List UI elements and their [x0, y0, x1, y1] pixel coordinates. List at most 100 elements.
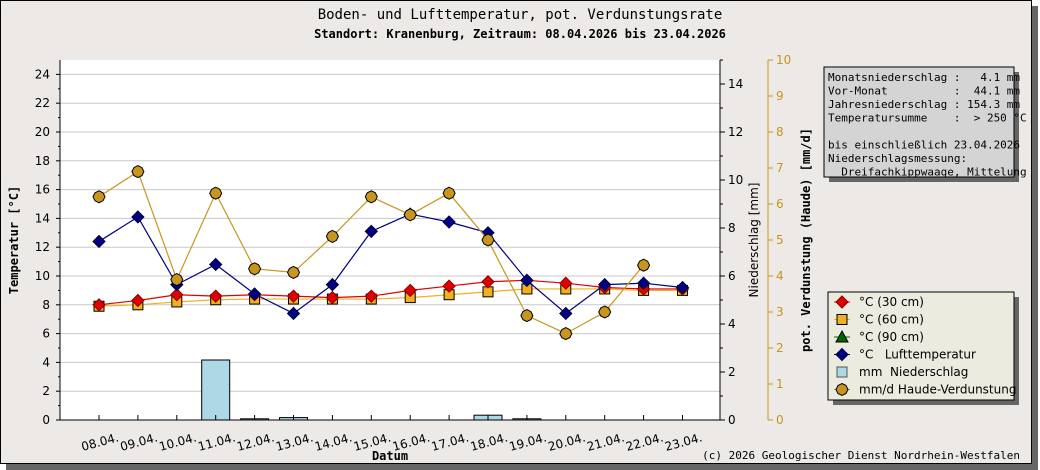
y-left-tick-label: 16	[35, 183, 50, 197]
haude-point	[286, 265, 301, 279]
plot-area	[60, 60, 720, 420]
y-right2-tick-label: 5	[776, 233, 784, 247]
y-axis-right1-label: Niederschlag [mm]	[747, 183, 761, 298]
legend-label: °C (90 cm)	[859, 330, 924, 344]
air-temp-point	[247, 287, 262, 301]
haude-point	[92, 190, 106, 204]
legend	[827, 291, 1015, 401]
air-temp-point	[636, 276, 651, 290]
haude-point	[170, 273, 184, 287]
y-right1-tick-label: 14	[728, 77, 743, 91]
info-line: Niederschlagsmessung:	[828, 152, 967, 165]
info-line: bis einschließlich 23.04.2026	[828, 139, 1020, 152]
legend-marker	[835, 329, 849, 343]
info-line: Dreifachkippwaage, Mittelung	[828, 166, 1027, 179]
chart-title: Boden- und Lufttemperatur, pot. Verdunst…	[318, 7, 723, 23]
air-temp-point	[208, 257, 223, 272]
haude-point	[442, 186, 456, 200]
soil-30cm-point	[170, 288, 184, 302]
soil-30cm-point	[208, 289, 223, 303]
info-line: Temperatursumme : > 250 °C	[828, 112, 1027, 125]
soil-30cm-point	[442, 279, 456, 293]
y-right1-tick-label: 10	[728, 173, 743, 187]
soil-30cm-point	[131, 293, 145, 308]
haude-point	[520, 309, 534, 323]
y-right2-tick-label: 7	[776, 161, 784, 175]
y-right2-tick-label: 1	[776, 377, 784, 391]
air-temp-point	[520, 273, 534, 288]
haude-point	[325, 229, 339, 243]
x-tick-label: 20.04.	[547, 430, 587, 453]
air-temp-line	[98, 213, 683, 315]
y-right2-tick-label: 2	[776, 341, 784, 355]
y-right2-tick-label: 0	[776, 413, 784, 427]
y-right1-tick-label: 12	[728, 125, 743, 139]
air-temp-point	[325, 277, 340, 292]
x-tick-label: 14.04.	[313, 430, 353, 453]
soil-30cm-point	[403, 283, 417, 298]
y-right1-tick-label: 8	[728, 221, 736, 235]
soil-30cm-point	[286, 289, 301, 303]
y-right2-tick-label: 6	[776, 197, 784, 211]
air-temp-point	[442, 215, 456, 229]
y-left-tick-label: 6	[42, 327, 50, 341]
legend-marker	[835, 347, 849, 362]
soil-30cm-point	[325, 290, 340, 305]
legend-label: mm Niederschlag	[859, 365, 968, 379]
soil-30cm-line	[98, 279, 683, 306]
soil-30cm-point	[481, 275, 495, 289]
y-axis-left-label: Temperatur [°C]	[7, 186, 21, 294]
haude-point	[364, 190, 378, 204]
x-tick-label: 10.04.	[158, 430, 198, 453]
x-tick-label: 21.04.	[585, 430, 625, 453]
info-line: Jahresniederschlag : 154.3 mm	[828, 98, 1020, 111]
soil-30cm-point	[92, 298, 106, 312]
y-left-tick-label: 14	[35, 211, 50, 225]
x-axis-label: Datum	[372, 449, 408, 463]
info-box	[823, 66, 1015, 178]
haude-point	[403, 208, 417, 222]
soil-60cm-line	[98, 288, 683, 307]
copyright: (c) 2026 Geologischer Dienst Nordrhein-W…	[702, 449, 1020, 462]
x-tick-label: 18.04.	[469, 430, 509, 453]
y-right1-tick-label: 0	[728, 413, 736, 427]
info-line: Vor-Monat : 44.1 mm	[828, 85, 1020, 98]
legend-label: °C (30 cm)	[859, 295, 924, 309]
haude-point	[598, 305, 612, 319]
precip-bar	[201, 359, 231, 421]
x-tick-label: 22.04.	[624, 430, 664, 453]
air-temp-point	[92, 234, 106, 249]
y-left-tick-label: 10	[35, 269, 50, 283]
chart-subtitle: Standort: Kranenburg, Zeitraum: 08.04.20…	[314, 27, 726, 41]
air-temp-point	[675, 280, 690, 295]
y-left-tick-label: 18	[35, 154, 50, 168]
legend-marker	[836, 314, 848, 325]
y-right2-tick-label: 10	[776, 53, 791, 67]
x-tick-label: 13.04.	[274, 430, 314, 453]
y-right1-tick-label: 2	[728, 365, 736, 379]
haude-point	[248, 262, 262, 276]
haude-point	[209, 186, 223, 200]
y-left-tick-label: 0	[42, 413, 50, 427]
legend-label: mm/d Haude-Verdunstung	[859, 383, 1016, 397]
y-left-tick-label: 22	[35, 96, 50, 110]
x-tick-label: 19.04.	[508, 430, 548, 453]
haude-point	[481, 233, 495, 247]
y-axis-right2-label: pot. Verdunstung (Haude) [mm/d]	[799, 128, 813, 352]
air-temp-point	[286, 306, 301, 321]
y-left-tick-label: 2	[42, 384, 50, 398]
legend-label: °C Lufttemperatur	[859, 348, 976, 362]
y-left-tick-label: 8	[42, 298, 50, 312]
y-right2-tick-label: 8	[776, 125, 784, 139]
y-left-tick-label: 24	[35, 67, 50, 81]
soil-30cm-point	[364, 289, 379, 303]
legend-label: °C (60 cm)	[859, 313, 924, 327]
legend-marker	[835, 295, 849, 309]
y-right2-tick-label: 9	[776, 89, 784, 103]
x-tick-label: 17.04.	[430, 430, 470, 453]
y-left-tick-label: 20	[35, 125, 50, 139]
info-line: Monatsniederschlag : 4.1 mm	[828, 71, 1020, 84]
y-left-tick-label: 12	[35, 240, 50, 254]
air-temp-point	[131, 210, 145, 224]
